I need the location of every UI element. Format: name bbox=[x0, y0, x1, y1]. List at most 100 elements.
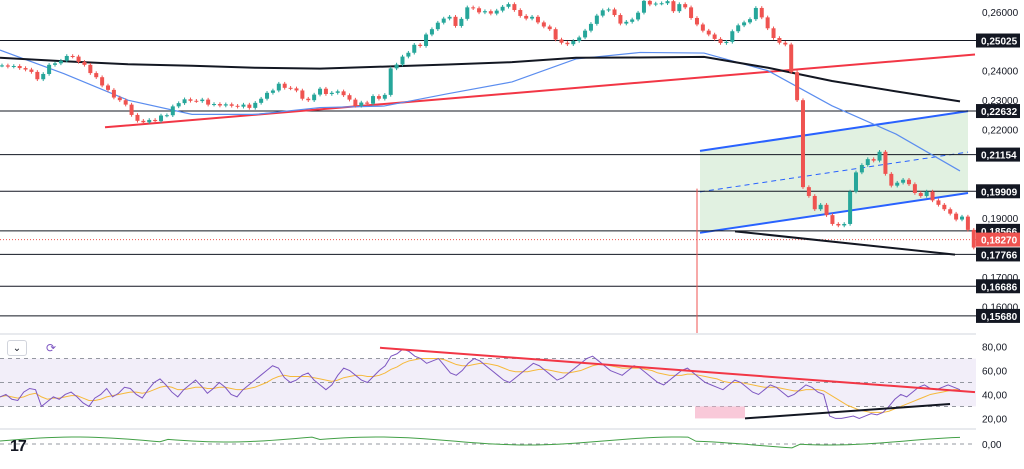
black-moving-average bbox=[0, 55, 961, 103]
candle-up bbox=[594, 15, 599, 24]
candle-down bbox=[830, 215, 835, 224]
refresh-button[interactable]: ⟳ bbox=[41, 340, 61, 356]
candle-down bbox=[247, 104, 252, 108]
candle-up bbox=[388, 68, 393, 95]
candle-down bbox=[117, 97, 122, 101]
candle-up bbox=[447, 16, 452, 19]
candle-down bbox=[35, 71, 40, 80]
candle-down bbox=[418, 44, 423, 46]
level-tag bbox=[976, 104, 1020, 119]
candle-up bbox=[571, 40, 576, 45]
logo-text: 17 bbox=[10, 438, 27, 455]
oscillator-panel bbox=[0, 436, 976, 449]
candle-down bbox=[647, 0, 652, 5]
candle-down bbox=[306, 98, 311, 101]
candle-up bbox=[371, 96, 376, 104]
moving-averages bbox=[0, 49, 961, 172]
candle-up bbox=[641, 0, 646, 13]
candle-down bbox=[559, 39, 564, 43]
candle-down bbox=[353, 99, 358, 106]
candle-up bbox=[64, 55, 69, 61]
horizontal-levels bbox=[0, 40, 976, 317]
rsi-tick-label: 40,00 bbox=[982, 390, 1007, 401]
candle-down bbox=[800, 100, 805, 188]
candle-down bbox=[889, 173, 894, 186]
candle-up bbox=[200, 99, 205, 102]
rsi-oversold-fill bbox=[695, 406, 745, 419]
candle-down bbox=[471, 7, 476, 9]
candle-down bbox=[217, 104, 222, 106]
candle-down bbox=[759, 7, 764, 18]
level-tag-label: 0,18566 bbox=[981, 227, 1018, 238]
candle-up bbox=[435, 22, 440, 30]
candle-up bbox=[335, 91, 340, 93]
level-tag bbox=[976, 184, 1020, 199]
panel-backgrounds bbox=[0, 333, 1024, 430]
candle-down bbox=[618, 15, 623, 24]
candle-down bbox=[965, 216, 970, 230]
candle-down bbox=[553, 29, 558, 40]
candle-up bbox=[41, 73, 46, 80]
candle-up bbox=[147, 119, 152, 123]
channel-mid-line bbox=[699, 151, 969, 193]
candle-up bbox=[500, 6, 505, 11]
candle-down bbox=[76, 56, 81, 62]
candle-up bbox=[665, 1, 670, 4]
candle-up bbox=[276, 83, 281, 91]
candle-down bbox=[765, 17, 770, 29]
candle-down bbox=[942, 204, 947, 210]
candle-down bbox=[5, 65, 10, 67]
candle-down bbox=[871, 159, 876, 161]
candles bbox=[0, 0, 982, 333]
refresh-icon: ⟳ bbox=[45, 341, 57, 355]
candle-up bbox=[253, 102, 258, 108]
candle-up bbox=[159, 115, 164, 122]
candle-up bbox=[58, 60, 63, 64]
y-tick-label: 0,24000 bbox=[982, 67, 1019, 78]
candle-up bbox=[736, 25, 741, 32]
collapse-button[interactable]: ⌄ bbox=[7, 340, 27, 356]
candle-up bbox=[482, 11, 487, 13]
candle-up bbox=[624, 21, 629, 24]
candle-down bbox=[17, 66, 22, 69]
candle-up bbox=[818, 204, 823, 210]
candle-down bbox=[789, 44, 794, 73]
candle-up bbox=[747, 19, 752, 23]
candle-down bbox=[971, 229, 976, 248]
candle-down bbox=[188, 99, 193, 101]
candle-down bbox=[111, 89, 116, 98]
rsi-resistance-line bbox=[379, 346, 976, 394]
y-tick-label: 0,22000 bbox=[982, 126, 1019, 137]
candle-up bbox=[170, 106, 175, 116]
candle-down bbox=[453, 16, 458, 26]
level-tag bbox=[976, 147, 1020, 162]
channel-upper-line bbox=[699, 110, 969, 152]
candle-up bbox=[394, 64, 399, 69]
candle-up bbox=[182, 99, 187, 104]
candle-down bbox=[300, 90, 305, 99]
candle-down bbox=[82, 61, 87, 65]
candle-up bbox=[630, 19, 635, 22]
candle-down bbox=[524, 15, 529, 19]
candle-down bbox=[535, 16, 540, 23]
candle-down bbox=[706, 30, 711, 35]
candle-up bbox=[853, 172, 858, 192]
tradingview-logo: 17 bbox=[10, 438, 27, 456]
candle-up bbox=[382, 94, 387, 99]
candle-down bbox=[694, 17, 699, 25]
candle-up bbox=[600, 10, 605, 16]
current-price-tag bbox=[976, 232, 1020, 247]
candle-down bbox=[477, 8, 482, 13]
candle-down bbox=[288, 87, 293, 89]
rsi-support-line bbox=[744, 403, 951, 420]
candle-up bbox=[53, 63, 58, 65]
level-tag-label: 0,15680 bbox=[981, 312, 1018, 323]
candle-up bbox=[895, 182, 900, 186]
candle-up bbox=[11, 66, 16, 68]
candle-down bbox=[206, 99, 211, 105]
candle-down bbox=[671, 1, 676, 12]
candle-down bbox=[912, 184, 917, 194]
candle-up bbox=[960, 216, 964, 220]
candle-up bbox=[318, 88, 323, 95]
